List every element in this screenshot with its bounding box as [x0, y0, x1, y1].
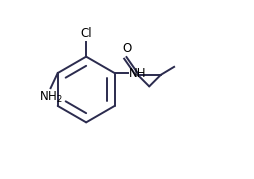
Text: NH: NH: [129, 67, 146, 80]
Text: O: O: [122, 42, 132, 55]
Text: NH$_2$: NH$_2$: [39, 90, 62, 105]
Text: Cl: Cl: [80, 27, 92, 40]
